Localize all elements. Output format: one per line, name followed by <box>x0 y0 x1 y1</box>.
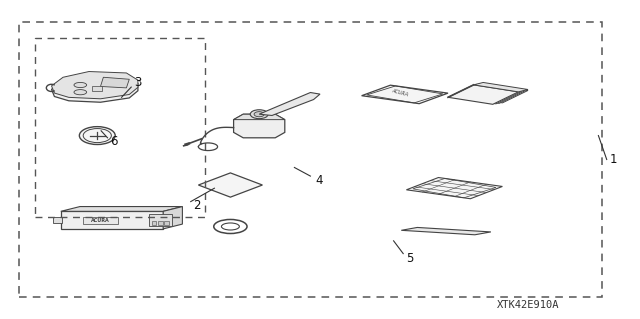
Text: 6: 6 <box>110 136 118 148</box>
Bar <box>164 221 169 225</box>
Polygon shape <box>163 207 182 229</box>
Polygon shape <box>259 93 320 115</box>
Polygon shape <box>51 71 138 99</box>
Polygon shape <box>474 83 528 92</box>
Text: 5: 5 <box>406 252 414 265</box>
Text: 2: 2 <box>193 199 201 212</box>
Polygon shape <box>362 85 448 104</box>
Ellipse shape <box>74 82 86 88</box>
Text: ACURA: ACURA <box>391 88 409 98</box>
Polygon shape <box>234 114 285 138</box>
Text: XTK42E910A: XTK42E910A <box>497 300 559 310</box>
Circle shape <box>250 110 268 119</box>
Bar <box>149 214 172 226</box>
Bar <box>53 217 62 223</box>
Polygon shape <box>61 207 182 211</box>
Polygon shape <box>234 114 285 120</box>
Text: 3: 3 <box>134 77 141 89</box>
Text: 1: 1 <box>609 153 617 166</box>
Circle shape <box>254 112 264 117</box>
Polygon shape <box>61 211 163 229</box>
Bar <box>158 221 163 225</box>
Polygon shape <box>406 177 502 199</box>
Polygon shape <box>454 84 525 103</box>
Ellipse shape <box>74 90 86 95</box>
Polygon shape <box>198 173 262 197</box>
Bar <box>35 38 205 217</box>
Text: 4: 4 <box>315 174 323 187</box>
Polygon shape <box>401 227 491 235</box>
Bar <box>92 86 102 91</box>
Polygon shape <box>448 85 518 104</box>
Circle shape <box>79 127 115 145</box>
Polygon shape <box>100 77 129 88</box>
FancyBboxPatch shape <box>83 217 118 224</box>
Bar <box>19 22 602 297</box>
Polygon shape <box>51 75 138 102</box>
Text: ACURA: ACURA <box>91 218 110 223</box>
Bar <box>152 221 156 225</box>
Polygon shape <box>451 85 522 104</box>
Polygon shape <box>458 84 528 103</box>
